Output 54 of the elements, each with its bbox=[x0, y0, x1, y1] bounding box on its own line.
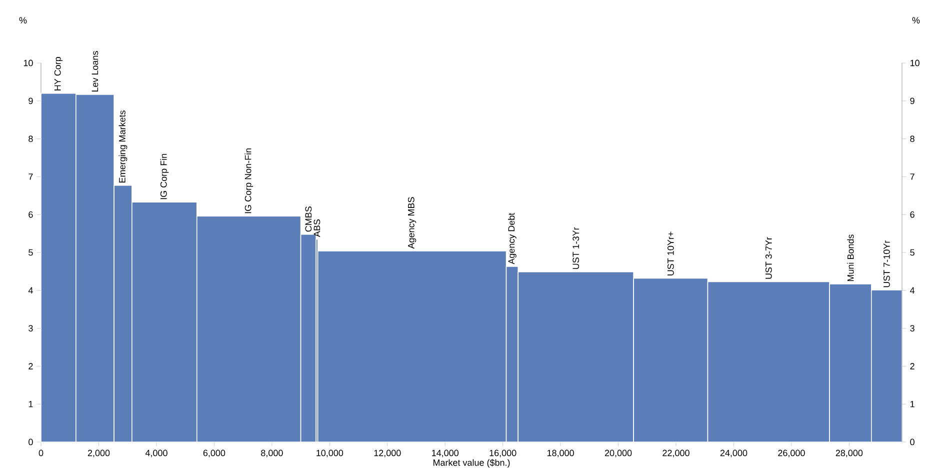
y2-tick-label: 5 bbox=[910, 249, 914, 256]
y-tick-label: 10 bbox=[24, 60, 33, 66]
y-tick-label: 6 bbox=[28, 211, 33, 218]
y2-tick-label: 1 bbox=[910, 400, 914, 408]
x-tick-label: 4,000 bbox=[145, 450, 168, 458]
annotation: IG Corp Fin bbox=[160, 154, 169, 200]
x-tick-label: 28,000 bbox=[836, 450, 863, 458]
y2-tick-label: 0 bbox=[910, 438, 914, 446]
y-tick-label: 0 bbox=[28, 438, 33, 446]
annotation: UST 10Yr+ bbox=[667, 232, 674, 276]
x-tick-label: 0 bbox=[38, 450, 44, 456]
y2-axis-title: % bbox=[912, 17, 920, 24]
annotation: Lev Loans bbox=[92, 51, 98, 92]
y-tick-label: 3 bbox=[28, 325, 33, 332]
y-tick-label: 5 bbox=[28, 249, 33, 256]
y-axis-title: % bbox=[19, 17, 27, 24]
annotation: UST 7-10Yr bbox=[884, 240, 890, 288]
y2-tick-label: 10 bbox=[910, 60, 920, 66]
annotation: Agency Debt bbox=[508, 212, 516, 264]
y-tick-label: 4 bbox=[28, 287, 33, 294]
x-tick-label: 22,000 bbox=[662, 450, 690, 458]
annotation: UST 1-3Yr bbox=[572, 227, 580, 269]
y2-tick-label: 2 bbox=[910, 363, 914, 370]
y-tick-label: 9 bbox=[28, 98, 33, 104]
y2-tick-label: 7 bbox=[910, 174, 914, 180]
x-tick-label: 14,000 bbox=[432, 450, 459, 458]
annotation: Emerging Markets bbox=[118, 110, 128, 182]
x-tick-label: 18,000 bbox=[547, 450, 574, 458]
x-tick-label: 2,000 bbox=[88, 450, 110, 458]
x-tick-label: 26,000 bbox=[778, 450, 805, 458]
annotation: Muni Bonds bbox=[847, 234, 854, 282]
x-tick-label: 6,000 bbox=[203, 450, 226, 458]
y2-tick-label: 6 bbox=[910, 211, 914, 218]
x-tick-label: 24,000 bbox=[720, 450, 748, 458]
y-tick-label: 1 bbox=[28, 400, 33, 408]
annotation: ABS bbox=[314, 219, 320, 238]
y-tick-label: 2 bbox=[28, 363, 33, 370]
x-axis-title: Market value ($bn.) bbox=[433, 459, 510, 468]
annotation: CMBS bbox=[305, 206, 312, 232]
y2-tick-label: 4 bbox=[910, 287, 915, 294]
x-tick-label: 16,000 bbox=[490, 450, 516, 458]
x-tick-label: 12,000 bbox=[374, 450, 401, 458]
x-tick-label: 8,000 bbox=[261, 450, 283, 458]
annotation: IG Corp Non-Fin bbox=[244, 148, 254, 214]
annotation: HY Corp bbox=[54, 56, 63, 90]
x-tick-label: 20,000 bbox=[604, 450, 632, 458]
y2-tick-label: 8 bbox=[910, 136, 914, 142]
y-tick-label: 7 bbox=[28, 174, 33, 180]
annotation: Agency MBS bbox=[408, 197, 416, 249]
y2-tick-label: 9 bbox=[910, 98, 914, 104]
y-tick-label: 8 bbox=[28, 136, 33, 142]
x-tick-label: 10,000 bbox=[316, 450, 344, 458]
y2-tick-label: 3 bbox=[910, 325, 914, 332]
annotation: UST 3-7Yr bbox=[765, 237, 772, 279]
